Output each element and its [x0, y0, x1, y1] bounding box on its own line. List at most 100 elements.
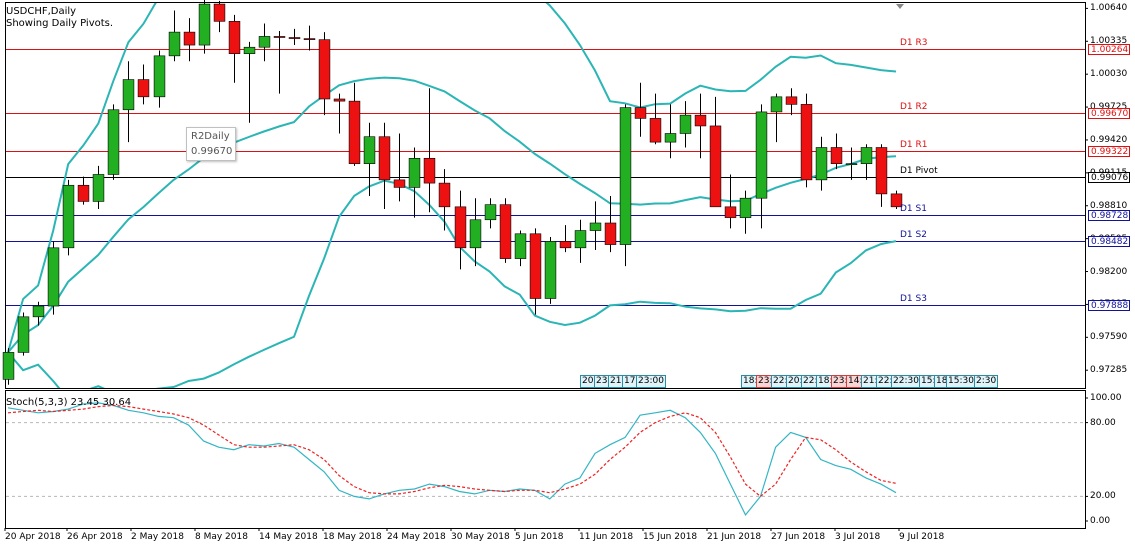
candle-bear — [438, 182, 451, 208]
time-box: 21: — [608, 375, 627, 388]
candle-bear — [333, 98, 346, 102]
time-box: 15:30 — [946, 375, 976, 388]
candle-bull — [815, 147, 828, 181]
candle-bear — [724, 206, 737, 218]
pivot-price-tag-s2: 0.98482 — [1088, 235, 1130, 247]
candle-bull — [2, 352, 15, 380]
date-label: 15 Jun 2018 — [643, 532, 698, 542]
price-scale-label: 0.97590 — [1090, 332, 1128, 343]
scroll-marker-icon — [896, 4, 904, 9]
price-scale-label: 1.00640 — [1090, 3, 1128, 14]
candle-bear — [785, 96, 798, 105]
pivot-label-r1: D1 R1 — [900, 139, 928, 150]
candle-bull — [619, 107, 632, 245]
time-box: 22: — [801, 375, 820, 388]
pivot-price-tag-pivot: 0.99076 — [1088, 171, 1130, 183]
bollinger-lower — [7, 179, 897, 388]
candle-bear — [77, 184, 90, 202]
symbol-title: USDCHF,Daily — [6, 6, 77, 17]
band-group — [7, 3, 897, 388]
candle-bear — [378, 136, 391, 181]
date-label: 3 Jul 2018 — [835, 532, 881, 542]
candle-bear — [559, 241, 572, 249]
main-plot-frame — [5, 2, 1086, 389]
time-box: 23:00 — [636, 375, 666, 388]
stoch-label: Stoch(5,3,3) 23.45 30.64 — [6, 397, 132, 408]
candle-bull — [168, 31, 181, 57]
candle-bear — [830, 147, 843, 164]
stoch-main-line — [7, 402, 897, 517]
candle-bear — [228, 21, 241, 54]
candle-bull — [107, 109, 120, 175]
candle-bear — [529, 233, 542, 299]
candle-bull — [258, 36, 271, 48]
candle-bull — [153, 55, 166, 98]
date-label: 20 Apr 2018 — [5, 532, 61, 542]
time-box: 22: — [771, 375, 790, 388]
pivot-subtitle: Showing Daily Pivots. — [6, 18, 114, 29]
candle-bear — [604, 222, 617, 245]
candle-bear — [454, 206, 467, 249]
date-label: 26 Apr 2018 — [67, 532, 123, 542]
date-label: 21 Jun 2018 — [707, 532, 762, 542]
stoch-scale-label: 0.00 — [1090, 516, 1111, 526]
stoch-scale-label: 20.00 — [1090, 491, 1116, 502]
date-label: 11 Jun 2018 — [579, 532, 634, 542]
price-scale-label: 1.00030 — [1090, 69, 1128, 80]
time-box: 2:30 — [974, 375, 999, 388]
date-label: 24 May 2018 — [387, 532, 446, 542]
date-label: 14 May 2018 — [259, 532, 318, 542]
pivot-price-tag-r3: 1.00264 — [1088, 43, 1130, 55]
candle-bear — [875, 147, 888, 195]
candle-bull — [469, 219, 482, 249]
candle-bear — [303, 38, 316, 40]
candle-bull — [589, 222, 602, 231]
candle-bull — [739, 197, 752, 218]
candle-bear — [318, 39, 331, 100]
price-scale-label: 0.97285 — [1090, 365, 1128, 376]
date-label: 18 May 2018 — [323, 532, 382, 542]
candle-bull — [514, 233, 527, 259]
candle-bull — [755, 111, 768, 199]
candle-bull — [770, 96, 783, 113]
candle-bear — [288, 37, 301, 39]
candle-bear — [634, 107, 647, 119]
tooltip-value: 0.99670 — [191, 146, 233, 157]
pivot-price-tag-s3: 0.97888 — [1088, 299, 1130, 311]
candle-bear — [709, 125, 722, 208]
date-label: 2 May 2018 — [131, 532, 184, 542]
candle-bear — [183, 31, 196, 46]
stoch-scale-label: 80.00 — [1090, 417, 1116, 428]
pivot-price-tag-s1: 0.98728 — [1088, 209, 1130, 221]
candle-bear — [348, 100, 361, 164]
pivot-price-tag-r2: 0.99670 — [1088, 107, 1130, 119]
time-box: 21: — [861, 375, 880, 388]
candle-bull — [32, 305, 45, 318]
candle-bear — [800, 104, 813, 181]
candle-bull — [845, 163, 858, 165]
candle-bull — [62, 184, 75, 249]
pivot-price-tag-r1: 0.99322 — [1088, 145, 1130, 157]
candle-bear — [423, 157, 436, 184]
candle-bear — [499, 204, 512, 259]
candle-bull — [679, 114, 692, 134]
candle-bear — [890, 193, 903, 208]
candle-bear — [137, 79, 150, 98]
candle-bear — [213, 3, 226, 22]
r2-tooltip: R2Daily 0.99670 — [186, 127, 236, 161]
tooltip-title: R2Daily — [191, 131, 230, 142]
candle-bear — [649, 118, 662, 143]
pivot-label-s3: D1 S3 — [900, 293, 927, 304]
pivot-label-s2: D1 S2 — [900, 229, 927, 240]
price-scale-label: 0.99420 — [1090, 134, 1128, 145]
pivot-label-r3: D1 R3 — [900, 37, 928, 48]
candle-bull — [47, 247, 60, 307]
candle-bull — [243, 46, 256, 54]
price-scale-label: 0.98810 — [1090, 200, 1128, 211]
time-box: 22:30 — [891, 375, 921, 388]
pivot-label-r2: D1 R2 — [900, 101, 928, 112]
candle-bull — [544, 241, 557, 299]
pivot-label-pivot: D1 Pivot — [900, 165, 938, 176]
bollinger-upper — [7, 3, 897, 353]
